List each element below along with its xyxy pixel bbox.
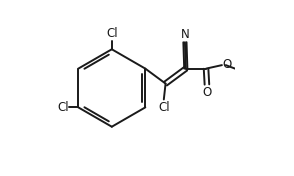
Text: Cl: Cl (106, 27, 118, 40)
Text: N: N (181, 28, 189, 41)
Text: Cl: Cl (158, 101, 170, 114)
Text: O: O (222, 58, 231, 71)
Text: O: O (202, 86, 212, 99)
Text: Cl: Cl (58, 101, 69, 114)
